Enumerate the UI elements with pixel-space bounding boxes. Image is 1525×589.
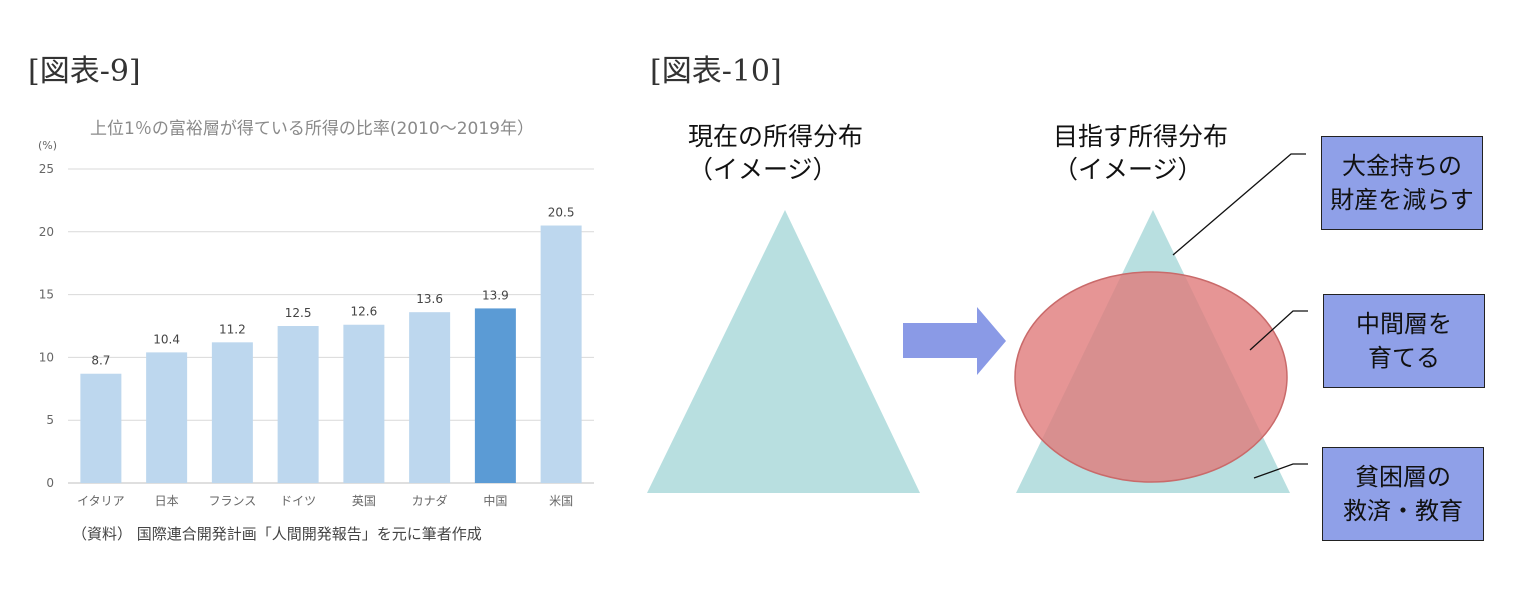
figure-10-label: [図表-10] bbox=[650, 54, 782, 89]
middle-leader-line bbox=[1249, 310, 1308, 351]
bar-7 bbox=[474, 308, 516, 483]
y-tick-label-25: 25 bbox=[39, 162, 54, 176]
data-label-1: 8.7 bbox=[91, 354, 110, 368]
bar-2 bbox=[146, 352, 188, 483]
bar-6 bbox=[409, 312, 451, 483]
rich-leader-line bbox=[1172, 153, 1306, 256]
x-tick-label-2: 日本 bbox=[155, 494, 179, 508]
x-tick-label-1: イタリア bbox=[77, 494, 125, 508]
y-tick-label-0: 0 bbox=[46, 476, 54, 490]
poor-callout-box: 貧困層の 救済・教育 bbox=[1322, 447, 1484, 541]
x-tick-label-4: ドイツ bbox=[280, 494, 316, 508]
target-title-line1: 目指す所得分布 bbox=[1053, 122, 1229, 151]
data-label-3: 11.2 bbox=[219, 322, 246, 336]
middle-callout-line2: 育てる bbox=[1368, 344, 1440, 372]
current-distribution-title: 現在の所得分布 （イメージ） bbox=[688, 120, 863, 186]
figure-9-label: [図表-9] bbox=[28, 54, 141, 89]
bar-1 bbox=[80, 373, 122, 483]
y-axis-unit-label: (%) bbox=[38, 139, 57, 152]
target-title-line2: （イメージ） bbox=[1053, 155, 1203, 184]
middle-callout-box: 中間層を 育てる bbox=[1323, 294, 1485, 388]
x-tick-label-6: カナダ bbox=[412, 493, 448, 508]
y-tick-label-20: 20 bbox=[39, 225, 54, 239]
x-tick-label-5: 英国 bbox=[352, 494, 376, 508]
chart-title: 上位1％の富裕層が得ている所得の比率(2010～2019年） bbox=[90, 119, 534, 139]
current-title-line2: （イメージ） bbox=[688, 155, 838, 184]
data-label-8: 20.5 bbox=[548, 206, 575, 220]
current-distribution-triangle bbox=[647, 210, 920, 493]
x-tick-label-3: フランス bbox=[208, 494, 256, 508]
poor-leader-line bbox=[1253, 463, 1308, 479]
data-label-6: 13.6 bbox=[416, 292, 443, 306]
bar-3 bbox=[211, 342, 253, 483]
poor-callout-line2: 救済・教育 bbox=[1343, 497, 1463, 525]
source-note: （資料） 国際連合開発計画「人間開発報告」を元に筆者作成 bbox=[72, 525, 482, 543]
rich-callout-line1: 大金持ちの bbox=[1342, 152, 1462, 180]
middle-callout-line1: 中間層を bbox=[1356, 310, 1452, 338]
current-title-line1: 現在の所得分布 bbox=[688, 122, 864, 151]
rich-callout-line2: 財産を減らす bbox=[1330, 186, 1474, 214]
x-tick-label-7: 中国 bbox=[483, 493, 507, 508]
right-arrow-icon bbox=[903, 307, 1006, 375]
bar-chart: (%) 0 5 10 15 20 25 8.7 イタリア 10.4 日本 11.2 フランス 12.5 ドイ… bbox=[38, 139, 594, 508]
data-label-7: 13.9 bbox=[482, 288, 509, 302]
data-label-2: 10.4 bbox=[153, 332, 180, 346]
y-tick-label-15: 15 bbox=[39, 288, 54, 302]
bar-4 bbox=[277, 326, 319, 483]
middle-class-ellipse bbox=[1014, 271, 1288, 483]
data-label-5: 12.6 bbox=[351, 305, 378, 319]
y-tick-label-10: 10 bbox=[39, 350, 54, 364]
rich-callout-box: 大金持ちの 財産を減らす bbox=[1321, 136, 1483, 230]
poor-callout-line1: 貧困層の bbox=[1355, 463, 1451, 491]
target-distribution-title: 目指す所得分布 （イメージ） bbox=[1053, 120, 1228, 186]
y-tick-label-5: 5 bbox=[46, 413, 54, 427]
data-label-4: 12.5 bbox=[285, 306, 312, 320]
x-tick-label-8: 米国 bbox=[549, 494, 573, 508]
bar-5 bbox=[343, 324, 385, 483]
bar-8 bbox=[540, 225, 582, 483]
